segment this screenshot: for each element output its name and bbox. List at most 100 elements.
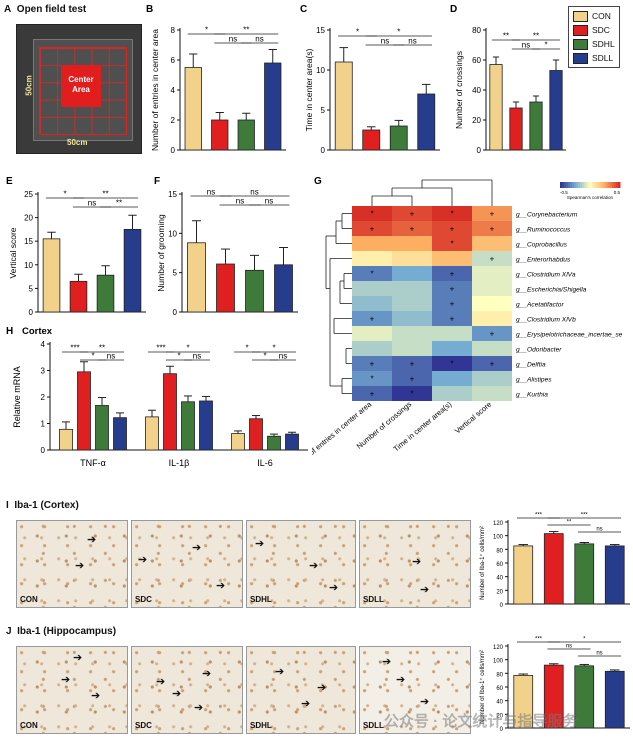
panel-h-title: Cortex bbox=[22, 326, 53, 337]
significance-label: ** bbox=[116, 199, 122, 208]
heatmap-mark: * bbox=[370, 375, 373, 384]
y-tick-label: 0 bbox=[41, 446, 46, 455]
heatmap-cell bbox=[392, 371, 432, 386]
panel-e-letter: E bbox=[6, 176, 13, 187]
significance-label: * bbox=[63, 190, 66, 199]
bar-sdc bbox=[362, 129, 381, 151]
heatmap-mark: + bbox=[370, 360, 375, 369]
y-tick-label: 80 bbox=[496, 672, 503, 678]
micro-cortex-sdll: ➔ ➔ SDLL bbox=[359, 520, 471, 608]
colorbar-segment bbox=[612, 182, 615, 188]
bar-sdc bbox=[77, 371, 91, 451]
colorbar-segment bbox=[578, 182, 581, 188]
heatmap-cell bbox=[352, 326, 392, 341]
panel-c-letter: C bbox=[300, 4, 307, 15]
chart-h-cortex-mrna: H Cortex 0 1 2 3 4 Relative mRNA TNF-α IL-1β IL-6 *… bbox=[6, 326, 308, 468]
row-label: g__Odoribacter bbox=[516, 347, 562, 354]
heatmap-cell bbox=[432, 281, 472, 296]
significance-label: * bbox=[205, 26, 208, 35]
colorbar-segment bbox=[618, 182, 621, 188]
y-tick-label: 2 bbox=[171, 116, 176, 125]
bar-con bbox=[231, 433, 245, 451]
y-axis-label: Time in center area(s) bbox=[304, 48, 314, 131]
bar-sdhl bbox=[574, 543, 595, 605]
panel-h-letter: H bbox=[6, 326, 13, 337]
bar-con bbox=[334, 61, 353, 151]
significance-label: * bbox=[397, 28, 400, 37]
y-axis-label: Number of entries in center area bbox=[150, 29, 160, 151]
y-tick-label: 5 bbox=[173, 269, 178, 278]
y-tick-label: 100 bbox=[493, 659, 504, 665]
panel-b-letter: B bbox=[146, 4, 153, 15]
heatmap-cell bbox=[432, 311, 472, 326]
bar-con bbox=[513, 674, 534, 729]
y-axis-label: Relative mRNA bbox=[12, 366, 22, 428]
heatmap-cell bbox=[352, 356, 392, 371]
legend-item-sdll: SDLL bbox=[573, 51, 615, 65]
y-tick-label: 6 bbox=[171, 56, 176, 65]
significance-label: ns bbox=[522, 41, 530, 50]
colorbar-max: 0.5 bbox=[614, 190, 621, 195]
significance-label: ** bbox=[102, 190, 108, 199]
y-tick-label: 5 bbox=[321, 106, 326, 115]
colorbar-segment bbox=[584, 182, 587, 188]
heatmap-cell bbox=[392, 281, 432, 296]
heatmap-cell bbox=[432, 221, 472, 236]
heatmap-mark: + bbox=[490, 225, 495, 234]
heatmap-cell bbox=[472, 311, 512, 326]
legend-item-sdhl: SDHL bbox=[573, 37, 615, 51]
colorbar-segment bbox=[582, 182, 585, 188]
y-tick-label: 4 bbox=[171, 86, 176, 95]
bar-con bbox=[42, 238, 61, 313]
colorbar-segment bbox=[588, 182, 591, 188]
bar-sdll bbox=[604, 545, 625, 605]
significance-label: ns bbox=[207, 188, 215, 197]
significance-label: *** bbox=[156, 344, 165, 353]
y-tick-label: 0 bbox=[171, 146, 176, 155]
heatmap-cell bbox=[432, 266, 472, 281]
significance-label: ** bbox=[503, 32, 509, 41]
dim-horizontal: 50cm bbox=[67, 138, 88, 147]
bar-con bbox=[184, 67, 202, 151]
heatmap-cell bbox=[472, 266, 512, 281]
heatmap-cell bbox=[392, 236, 432, 251]
chart-b-entries: B 0 2 4 6 8 Number of entries in center area * n… bbox=[146, 4, 286, 155]
bar-sdll bbox=[199, 400, 213, 451]
y-tick-label: 0 bbox=[477, 146, 482, 155]
heatmap-mark: + bbox=[410, 360, 415, 369]
colorbar-min: -0.5 bbox=[560, 190, 568, 195]
panel-f-letter: F bbox=[154, 176, 160, 187]
significance-label: * bbox=[186, 344, 189, 353]
significance-label: * bbox=[177, 352, 180, 361]
significance-label: ns bbox=[193, 352, 201, 361]
y-axis-label: Number of grooming bbox=[156, 214, 166, 292]
heatmap-mark: + bbox=[410, 210, 415, 219]
y-tick-label: 10 bbox=[316, 66, 325, 75]
colorbar-segment bbox=[576, 182, 579, 188]
heatmap-cell bbox=[352, 386, 392, 401]
column-label: Vertical score bbox=[453, 400, 493, 436]
y-tick-label: 0 bbox=[500, 603, 504, 609]
heatmap-mark: + bbox=[410, 375, 415, 384]
chart-e-vertical: E 0 5 10 15 20 25 Vertical score * ns ** ** bbox=[6, 176, 146, 317]
significance-label: ns bbox=[566, 644, 572, 650]
y-tick-label: 4 bbox=[41, 340, 46, 349]
y-tick-label: 0 bbox=[29, 308, 34, 317]
significance-label: *** bbox=[535, 637, 543, 643]
bar-sdll bbox=[264, 62, 282, 151]
bar-sdhl bbox=[237, 119, 255, 151]
y-tick-label: 40 bbox=[496, 576, 503, 582]
row-label: g__Escherichia/Shigella bbox=[516, 287, 587, 294]
heatmap-cell bbox=[472, 386, 512, 401]
bar-sdll bbox=[285, 433, 299, 451]
colorbar-segment bbox=[564, 182, 567, 188]
micro-cortex-con: ➔ ➔ CON bbox=[16, 520, 128, 608]
colorbar-label: Spearman's correlation bbox=[567, 195, 614, 200]
bar-sdll bbox=[549, 70, 563, 151]
bar-con bbox=[513, 545, 534, 605]
heatmap-cell bbox=[432, 236, 472, 251]
heatmap-cell bbox=[392, 311, 432, 326]
y-tick-label: 60 bbox=[496, 686, 503, 692]
